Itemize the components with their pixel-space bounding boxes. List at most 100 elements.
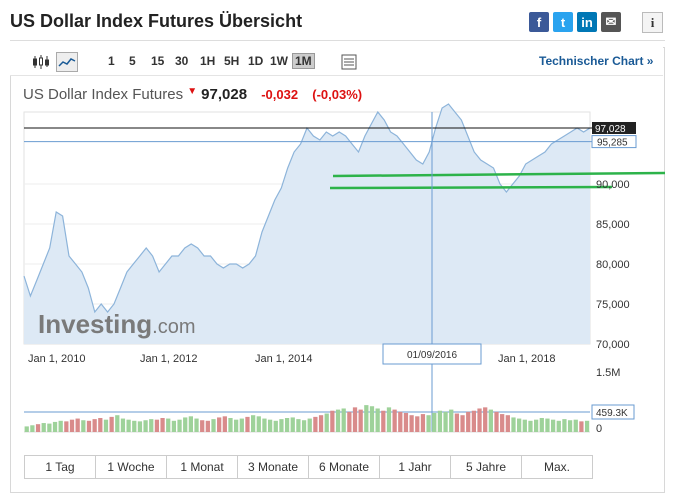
volume-bar	[109, 416, 114, 432]
y-tick-label: 75,000	[596, 299, 630, 311]
volume-bar	[279, 419, 284, 432]
volume-bar	[415, 416, 420, 432]
timeframe-5h[interactable]: 5H	[224, 54, 240, 68]
volume-bar	[324, 413, 329, 432]
volume-bar	[539, 418, 544, 432]
volume-bar	[239, 418, 244, 432]
trendline-lower	[329, 185, 613, 190]
volume-axis-label: 0	[596, 423, 602, 435]
volume-bar	[149, 419, 154, 432]
timeframe-1[interactable]: 1	[108, 54, 115, 68]
volume-bar	[505, 415, 510, 432]
volume-bar	[267, 419, 273, 432]
volume-bar	[522, 419, 527, 432]
y-tick-label: 90,000	[596, 179, 630, 191]
info-icon[interactable]: i	[642, 12, 663, 33]
twitter-icon[interactable]: t	[553, 12, 573, 32]
crosshair-price-flag-text: 95,285	[597, 138, 628, 149]
volume-bar	[426, 415, 431, 432]
instrument-name: US Dollar Index Futures	[23, 86, 184, 103]
chart-toolbar	[10, 47, 663, 76]
volume-bar	[386, 407, 392, 432]
timeframe-1m[interactable]: 1M	[292, 53, 315, 69]
email-icon[interactable]: ✉	[601, 12, 621, 32]
range-button-1-jahr[interactable]: 1 Jahr	[380, 456, 451, 478]
volume-bar	[47, 423, 52, 432]
volume-bar	[454, 413, 460, 432]
volume-bar	[245, 416, 250, 432]
range-button-max[interactable]: Max.	[522, 456, 592, 478]
last-price-flag	[592, 122, 636, 134]
range-button-1-woche[interactable]: 1 Woche	[96, 456, 167, 478]
timeframe-30[interactable]: 30	[175, 54, 189, 68]
volume-bar	[375, 408, 380, 432]
volume-bar	[545, 418, 550, 432]
technical-chart-link[interactable]: Technischer Chart »	[539, 54, 654, 68]
volume-bar	[579, 421, 584, 432]
volume-bar	[137, 421, 143, 432]
volume-readout-flag	[591, 404, 635, 420]
volume-bar	[573, 419, 578, 432]
timeframe-1h[interactable]: 1H	[200, 54, 216, 68]
x-tick-label: Jan 1, 2010	[28, 353, 86, 365]
timeframe-5[interactable]: 5	[129, 54, 136, 68]
volume-bar	[528, 420, 533, 432]
last-price-flag-text: 97,028	[595, 124, 626, 135]
volume-bar	[177, 419, 182, 432]
volume-bar	[511, 417, 516, 432]
timeframe-1d[interactable]: 1D	[248, 54, 264, 68]
volume-bar	[301, 420, 307, 432]
volume-bar	[392, 409, 397, 432]
volume-bar	[443, 411, 448, 432]
investing-watermark: Investing.com	[38, 309, 195, 339]
volume-bar	[115, 415, 120, 432]
volume-bar	[364, 405, 369, 432]
share-bar: f t in ✉	[529, 12, 625, 34]
y-tick-label: 70,000	[596, 339, 630, 351]
volume-bar	[296, 419, 301, 432]
volume-bar	[500, 414, 505, 432]
line-chart-icon[interactable]	[56, 52, 78, 72]
range-button-6-monate[interactable]: 6 Monate	[309, 456, 380, 478]
trendline-upper	[332, 171, 666, 178]
volume-bar	[188, 416, 193, 432]
volume-bar	[251, 415, 256, 432]
timeframe-1w[interactable]: 1W	[270, 54, 288, 68]
volume-bar	[41, 423, 46, 432]
volume-bar	[58, 420, 63, 432]
volume-bar	[200, 420, 205, 432]
down-arrow-icon: ▼	[187, 86, 198, 97]
volume-bar	[81, 420, 86, 432]
range-button-3-monate[interactable]: 3 Monate	[238, 456, 309, 478]
range-button-1-monat[interactable]: 1 Monat	[167, 456, 238, 478]
volume-bar	[98, 418, 103, 432]
volume-bar	[460, 415, 465, 432]
timeframe-15[interactable]: 15	[151, 54, 165, 68]
price-area	[24, 104, 590, 344]
range-button-1-tag[interactable]: 1 Tag	[25, 456, 96, 478]
volume-bar	[449, 409, 454, 432]
x-tick-label: Jan 1, 2014	[255, 353, 313, 365]
volume-bar	[313, 416, 318, 432]
facebook-icon[interactable]: f	[529, 12, 549, 32]
crosshair-date-flag	[382, 343, 482, 365]
chart-settings-icon[interactable]	[338, 52, 360, 72]
volume-bar	[126, 419, 131, 432]
price-change: -0,032	[261, 87, 299, 102]
volume-bar	[183, 417, 188, 432]
volume-bar	[562, 419, 567, 432]
volume-bar	[120, 418, 126, 432]
volume-bar	[143, 420, 148, 432]
candlestick-chart-icon[interactable]	[30, 52, 52, 72]
linkedin-icon[interactable]: in	[577, 12, 597, 32]
volume-bar	[24, 426, 29, 432]
volume-bar	[381, 410, 386, 432]
crosshair-date-text: 01/09/2016	[407, 350, 457, 361]
volume-bar	[217, 417, 222, 432]
volume-bar	[477, 408, 482, 432]
y-tick-label: 85,000	[596, 219, 630, 231]
crosshair-price-flag	[591, 135, 637, 149]
range-button-5-jahre[interactable]: 5 Jahre	[451, 456, 522, 478]
volume-readout-text: 459.3K	[596, 408, 628, 419]
